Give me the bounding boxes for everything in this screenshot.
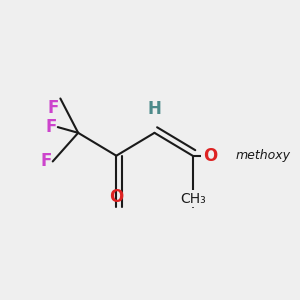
Text: F: F — [45, 118, 56, 136]
Text: F: F — [48, 98, 59, 116]
Text: H: H — [148, 100, 161, 118]
Text: CH₃: CH₃ — [180, 192, 206, 206]
Text: O: O — [203, 147, 218, 165]
Text: O: O — [109, 188, 123, 206]
Text: F: F — [40, 152, 52, 170]
Text: methoxy: methoxy — [236, 149, 291, 162]
